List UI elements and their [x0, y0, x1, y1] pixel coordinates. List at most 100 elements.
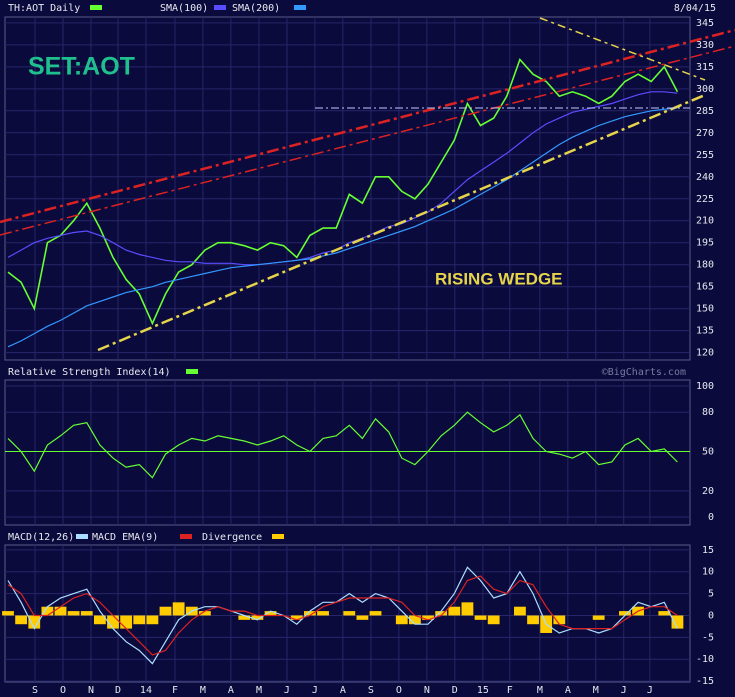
y-tick-label: 330 [696, 40, 714, 51]
falling-line [539, 17, 706, 81]
x-tick-label: N [88, 685, 94, 696]
x-tick-label: M [593, 685, 599, 696]
divergence-bar [592, 615, 605, 620]
x-tick-label: O [396, 685, 402, 696]
x-tick-label: S [32, 685, 38, 696]
panel-frame [4, 379, 691, 526]
divergence-bar [159, 606, 172, 616]
series-line [7, 411, 678, 479]
y-tick-label: 50 [702, 447, 714, 458]
x-tick-label: F [507, 685, 513, 696]
divergence-bar [658, 611, 671, 616]
credit: ©BigCharts.com [602, 367, 686, 378]
x-tick-label: D [452, 685, 458, 696]
divergence-bar [15, 615, 28, 625]
y-tick-label: 255 [696, 150, 714, 161]
x-tick-label: A [565, 685, 571, 696]
divergence-bar [2, 611, 14, 616]
y-tick-label: 5 [708, 589, 714, 600]
panel-frame [4, 16, 691, 361]
divergence-bar [133, 615, 146, 625]
trend-lines [0, 17, 735, 352]
chart-title: SET:AOT [28, 53, 135, 81]
series-line [7, 575, 678, 656]
divergence-bar [395, 615, 408, 625]
y-tick-label: 345 [696, 18, 714, 29]
divergence-bar [290, 615, 303, 620]
x-tick-label: M [256, 685, 262, 696]
legend-swatch [90, 5, 102, 10]
x-tick-label: F [172, 685, 178, 696]
x-tick-label: J [312, 685, 318, 696]
divergence-bar [487, 615, 500, 625]
x-tick-label: S [368, 685, 374, 696]
divergence-bar [369, 611, 382, 616]
divergence-bar [120, 615, 133, 629]
series-line [7, 566, 678, 665]
series-line [7, 91, 678, 266]
divergence-bar [93, 615, 106, 625]
y-tick-label: 20 [702, 486, 714, 497]
y-tick-label: 225 [696, 194, 714, 205]
legend-label: TH:AOT Daily [8, 3, 80, 14]
y-tick-label: 0 [708, 610, 714, 621]
legend-swatch [272, 534, 284, 539]
divergence-bar [409, 615, 421, 625]
divergence-bar [527, 615, 539, 625]
y-tick-label: 80 [702, 407, 714, 418]
legend-label: SMA(200) [232, 3, 280, 14]
legend-swatch [294, 5, 306, 10]
resistance-line [0, 28, 735, 224]
divergence-bar [107, 615, 119, 629]
x-tick-label: D [115, 685, 121, 696]
y-tick-label: 210 [696, 216, 714, 227]
y-tick-label: 180 [696, 260, 714, 271]
legend-label: Relative Strength Index(14) [8, 367, 171, 378]
grid-layer: 1201351501651801952102252402552702853003… [4, 16, 714, 696]
series-line [7, 107, 678, 348]
divergence-bar [343, 611, 356, 616]
divergence-bar [80, 611, 93, 616]
x-tick-label: M [200, 685, 206, 696]
mark-layer [2, 57, 684, 665]
y-tick-label: 270 [696, 128, 714, 139]
divergence-bar [356, 615, 369, 620]
divergence-bar [146, 615, 159, 625]
legend-swatch [76, 534, 88, 539]
y-tick-label: 150 [696, 304, 714, 315]
divergence-bar [435, 611, 448, 616]
y-tick-label: 240 [696, 172, 714, 183]
legend-label: MACD EMA(9) [92, 532, 158, 543]
x-tick-label: A [228, 685, 234, 696]
legend-label: MACD(12,26) [8, 532, 74, 543]
y-tick-label: 100 [696, 381, 714, 392]
x-tick-label: A [340, 685, 346, 696]
x-tick-label: J [647, 685, 653, 696]
y-tick-label: 135 [696, 326, 714, 337]
x-tick-label: 14 [140, 685, 152, 696]
x-tick-label: O [60, 685, 66, 696]
y-tick-label: 10 [702, 567, 714, 578]
x-tick-label: 15 [477, 685, 489, 696]
y-tick-label: 315 [696, 62, 714, 73]
y-tick-label: 165 [696, 282, 714, 293]
legend-label: Divergence [202, 532, 262, 543]
annotation: RISING WEDGE [435, 269, 563, 288]
legend-swatch [180, 534, 192, 539]
divergence-bar [317, 611, 329, 616]
legend-swatch [186, 369, 198, 374]
series-line [7, 57, 679, 326]
y-tick-label: -10 [696, 654, 714, 665]
x-tick-label: M [537, 685, 543, 696]
divergence-bar [41, 606, 54, 616]
y-tick-label: 120 [696, 348, 714, 359]
date-label: 8/04/15 [674, 3, 716, 14]
divergence-bar [303, 611, 316, 616]
divergence-bar [251, 615, 264, 620]
y-tick-label: 195 [696, 238, 714, 249]
resistance-line [0, 45, 735, 236]
y-tick-label: -15 [696, 676, 714, 687]
divergence-bar [67, 611, 80, 616]
